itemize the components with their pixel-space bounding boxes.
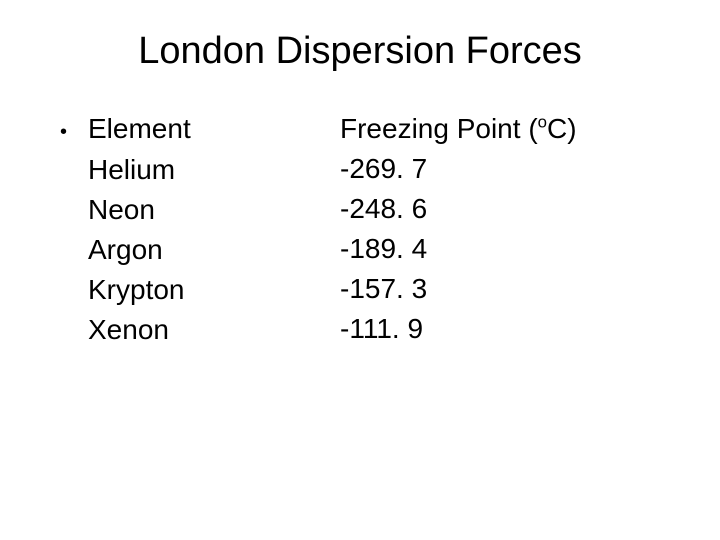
element-row: Xenon bbox=[60, 314, 340, 346]
fp-row: -269. 7 bbox=[340, 153, 670, 185]
content-area: • Element Helium Neon Argon Krypton Xeno… bbox=[50, 113, 670, 354]
column-header-right: Freezing Point (oC) bbox=[340, 113, 670, 145]
fp-header-prefix: Freezing Point ( bbox=[340, 113, 538, 144]
bullet-icon: • bbox=[60, 118, 88, 146]
slide-title: London Dispersion Forces bbox=[50, 30, 670, 73]
fp-row: -189. 4 bbox=[340, 233, 670, 265]
fp-header-suffix: C) bbox=[547, 113, 577, 144]
element-row: Krypton bbox=[60, 274, 340, 306]
element-column: • Element Helium Neon Argon Krypton Xeno… bbox=[50, 113, 340, 354]
element-header-label: Element bbox=[88, 113, 191, 145]
fp-header-superscript: o bbox=[538, 113, 547, 132]
fp-row: -157. 3 bbox=[340, 273, 670, 305]
element-row: Helium bbox=[60, 154, 340, 186]
element-row: Argon bbox=[60, 234, 340, 266]
fp-row: -111. 9 bbox=[340, 313, 670, 345]
column-header-left: • Element bbox=[60, 113, 340, 146]
freezing-point-column: Freezing Point (oC) -269. 7 -248. 6 -189… bbox=[340, 113, 670, 354]
fp-row: -248. 6 bbox=[340, 193, 670, 225]
element-row: Neon bbox=[60, 194, 340, 226]
